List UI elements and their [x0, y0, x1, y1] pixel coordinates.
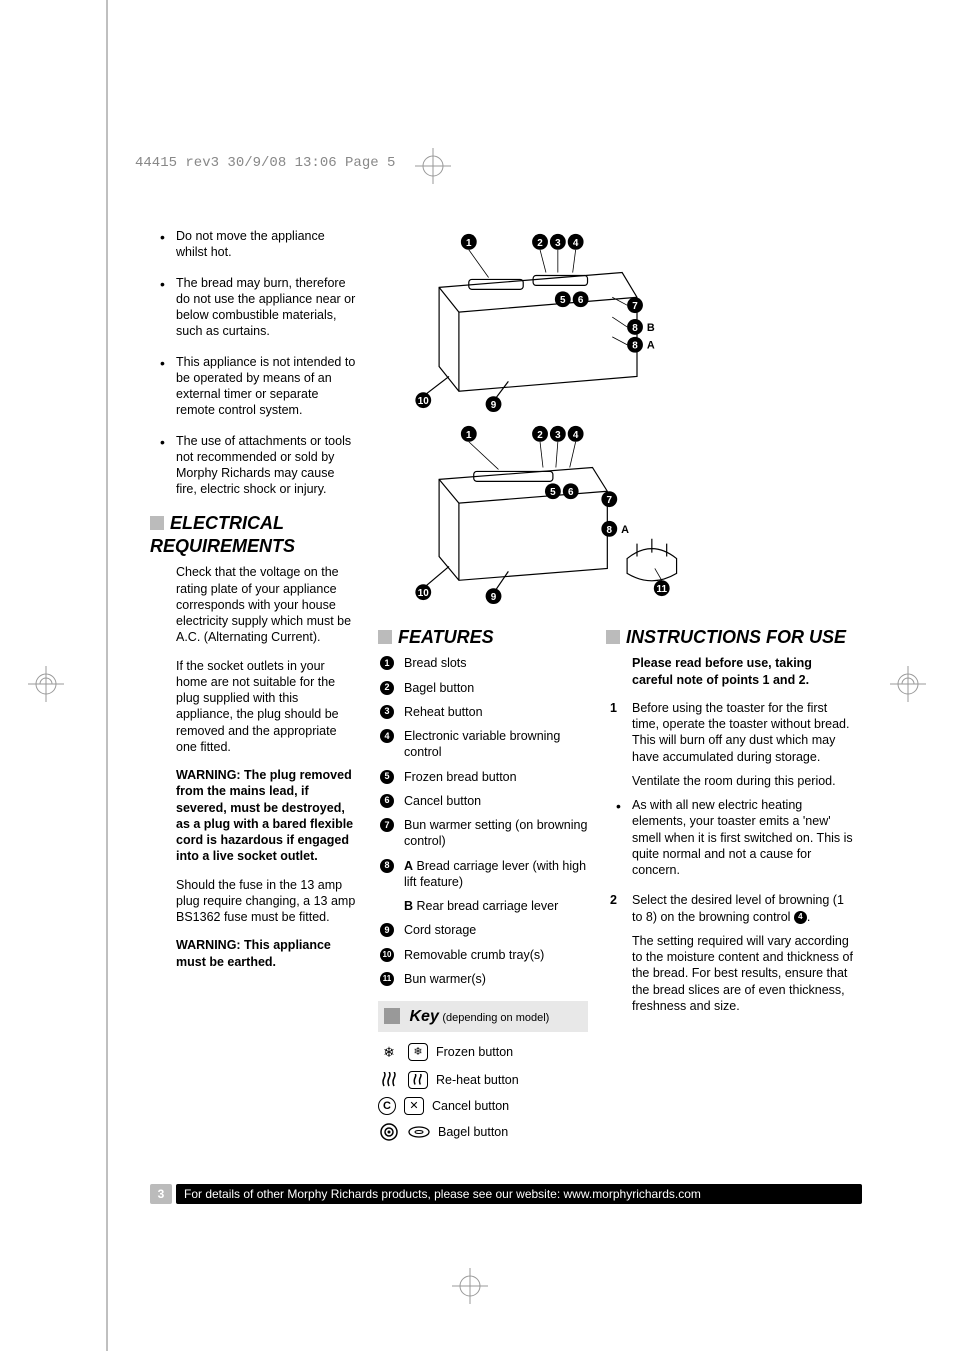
instruction-sub: The setting required will vary according…	[606, 933, 856, 1014]
feature-item: 6Cancel button	[378, 793, 588, 809]
feature-item: 1Bread slots	[378, 655, 588, 671]
left-column: Do not move the appliance whilst hot. Th…	[150, 228, 356, 982]
print-header: 44415 rev3 30/9/08 13:06 Page 5	[135, 155, 395, 171]
warning-plug: WARNING: The plug removed from the mains…	[150, 767, 356, 865]
page: 44415 rev3 30/9/08 13:06 Page 5 Do not m…	[0, 0, 954, 1351]
instructions-list-2: 2 Select the desired level of browning (…	[606, 892, 856, 925]
title-marker	[384, 1008, 400, 1024]
feature-item-8: 8 A Bread carriage lever (with high lift…	[378, 858, 588, 891]
svg-text:3: 3	[555, 430, 561, 441]
cancel-c-icon: C	[378, 1097, 396, 1115]
page-number: 3	[150, 1184, 172, 1204]
registration-mark-top	[415, 148, 451, 184]
electrical-para: If the socket outlets in your home are n…	[150, 658, 356, 756]
svg-text:6: 6	[578, 295, 584, 306]
bullet-item: This appliance is not intended to be ope…	[150, 354, 356, 419]
feature-item: 10Removable crumb tray(s)	[378, 947, 588, 963]
svg-text:1: 1	[466, 430, 472, 441]
key-header: Key (depending on model)	[378, 1001, 588, 1032]
features-title: FEATURES	[378, 626, 588, 649]
svg-text:1: 1	[466, 238, 472, 249]
instructions-title: INSTRUCTIONS FOR USE	[606, 626, 856, 649]
diagram-2slice: 1 2 3 4 5 6 7 8 9 10 11 A	[378, 420, 708, 608]
title-marker	[606, 630, 620, 644]
snowflake-icon: ❄	[378, 1041, 400, 1063]
svg-text:5: 5	[550, 487, 556, 498]
svg-text:4: 4	[573, 238, 579, 249]
electrical-title: ELECTRICAL REQUIREMENTS	[150, 512, 356, 559]
instruction-bullet: As with all new electric heating element…	[606, 797, 856, 878]
key-item: Re-heat button	[378, 1066, 588, 1094]
bullet-item: Do not move the appliance whilst hot.	[150, 228, 356, 261]
svg-text:4: 4	[573, 430, 579, 441]
feature-8b: B Rear bread carriage lever	[378, 898, 588, 914]
key-item: C ✕ Cancel button	[378, 1094, 588, 1118]
feature-item: 5Frozen bread button	[378, 769, 588, 785]
diagram-4slice: 1 2 3 4 5 6 7 8 8 9 10 B A	[378, 228, 708, 416]
svg-text:7: 7	[607, 495, 613, 506]
reheat-icon	[378, 1069, 400, 1091]
svg-text:11: 11	[657, 584, 668, 595]
svg-text:9: 9	[491, 400, 497, 411]
feature-item: 3Reheat button	[378, 704, 588, 720]
fuse-para: Should the fuse in the 13 amp plug requi…	[150, 877, 356, 926]
svg-text:9: 9	[491, 592, 497, 603]
feature-item: 4Electronic variable browning control	[378, 728, 588, 761]
bullet-item: The bread may burn, therefore do not use…	[150, 275, 356, 340]
registration-mark-bottom	[452, 1268, 488, 1304]
svg-text:3: 3	[555, 238, 561, 249]
instruction-step: 1 Before using the toaster for the first…	[606, 700, 856, 765]
features-list: 1Bread slots 2Bagel button 3Reheat butto…	[378, 655, 588, 890]
electrical-para: Check that the voltage on the rating pla…	[150, 564, 356, 645]
instruction-sub: Ventilate the room during this period.	[606, 773, 856, 789]
title-marker	[378, 630, 392, 644]
bagel-slot-icon	[408, 1121, 430, 1143]
svg-text:8: 8	[632, 341, 638, 352]
bullet-item: The use of attachments or tools not reco…	[150, 433, 356, 498]
svg-text:A: A	[647, 340, 655, 352]
safety-bullets: Do not move the appliance whilst hot. Th…	[150, 228, 356, 498]
svg-text:10: 10	[418, 588, 429, 599]
cancel-x-icon: ✕	[404, 1097, 424, 1115]
svg-text:8: 8	[607, 525, 613, 536]
feature-item: 9Cord storage	[378, 922, 588, 938]
product-diagrams: 1 2 3 4 5 6 7 8 8 9 10 B A	[378, 228, 708, 608]
reheat-box-icon	[408, 1071, 428, 1089]
svg-text:7: 7	[632, 301, 638, 312]
svg-text:2: 2	[537, 430, 543, 441]
title-marker	[150, 516, 164, 530]
instructions-list: 1 Before using the toaster for the first…	[606, 700, 856, 765]
instructions-lead: Please read before use, taking careful n…	[606, 655, 856, 688]
svg-text:2: 2	[537, 238, 543, 249]
registration-mark-right	[890, 666, 926, 702]
svg-text:A: A	[621, 524, 629, 536]
bagel-icon	[378, 1121, 400, 1143]
instruction-step: 2 Select the desired level of browning (…	[606, 892, 856, 925]
svg-text:10: 10	[418, 396, 429, 407]
feature-item: 11Bun warmer(s)	[378, 971, 588, 987]
registration-mark-left	[28, 666, 64, 702]
features-column: FEATURES 1Bread slots 2Bagel button 3Reh…	[378, 620, 588, 1146]
svg-text:8: 8	[632, 323, 638, 334]
snowflake-box-icon: ❄	[408, 1043, 428, 1061]
key-item: ❄ ❄ Frozen button	[378, 1038, 588, 1066]
feature-item: 7Bun warmer setting (on browning control…	[378, 817, 588, 850]
instructions-column: INSTRUCTIONS FOR USE Please read before …	[606, 620, 856, 1022]
key-item: Bagel button	[378, 1118, 588, 1146]
bullet-item: As with all new electric heating element…	[606, 797, 856, 878]
feature-item: 2Bagel button	[378, 680, 588, 696]
ref-circle-icon: 4	[794, 911, 807, 924]
features-list-2: 9Cord storage 10Removable crumb tray(s) …	[378, 922, 588, 987]
svg-text:5: 5	[560, 295, 566, 306]
key-list: ❄ ❄ Frozen button Re-heat button C ✕ Can…	[378, 1038, 588, 1146]
warning-earthed: WARNING: This appliance must be earthed.	[150, 937, 356, 970]
svg-text:6: 6	[568, 487, 574, 498]
svg-text:B: B	[647, 322, 655, 334]
footer-bar: For details of other Morphy Richards pro…	[176, 1184, 862, 1204]
